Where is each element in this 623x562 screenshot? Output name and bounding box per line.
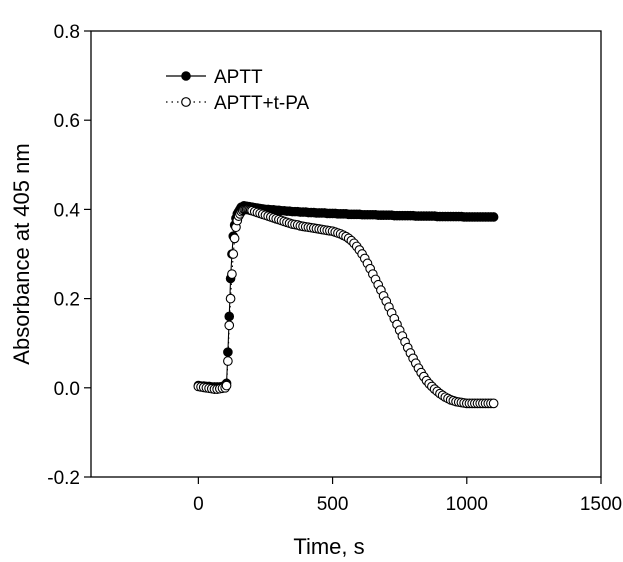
y-tick-label: 0.4: [54, 200, 81, 221]
y-tick-label: 0.2: [54, 290, 80, 311]
y-tick-label: 0.6: [54, 111, 80, 132]
data-point-aptt-t-pa: [228, 249, 239, 259]
x-tick-label: 500: [317, 494, 349, 515]
data-point-aptt-t-pa: [225, 293, 236, 304]
data-point-aptt-t-pa: [221, 380, 232, 391]
x-tick-label: 1500: [580, 494, 622, 515]
data-point-aptt-t-pa: [227, 269, 237, 279]
x-axis-title: Time, s: [293, 534, 364, 559]
legend-label-aptt: APTT: [214, 67, 263, 88]
y-axis-title: Absorbance at 405 nm: [9, 143, 34, 364]
y-tick-label: 0.8: [54, 22, 80, 43]
data-point-aptt-t-pa: [488, 398, 499, 409]
legend-marker-aptt-tpa: [181, 97, 191, 107]
legend-marker-aptt: [181, 71, 191, 81]
data-point-aptt-t-pa: [223, 356, 233, 366]
data-marks: [193, 201, 499, 409]
legend-label-aptt-tpa: APTT+t-PA: [214, 93, 310, 114]
legend: APTT APTT+t-PA: [166, 67, 310, 114]
y-tick-label: -0.2: [47, 468, 80, 489]
x-tick-label: 0: [193, 494, 204, 515]
plot-area: [90, 30, 602, 478]
y-tick-label: 0.0: [54, 379, 80, 400]
plot-frame: [90, 30, 602, 478]
data-point-aptt: [488, 212, 499, 222]
axis-ticks: 0 500 1000 1500 -0.2 0.0 0.2 0.4 0.6 0.8: [47, 22, 622, 515]
data-point-aptt-t-pa: [224, 320, 235, 331]
data-point-aptt-t-pa: [229, 233, 240, 244]
x-tick-label: 1000: [446, 494, 488, 515]
